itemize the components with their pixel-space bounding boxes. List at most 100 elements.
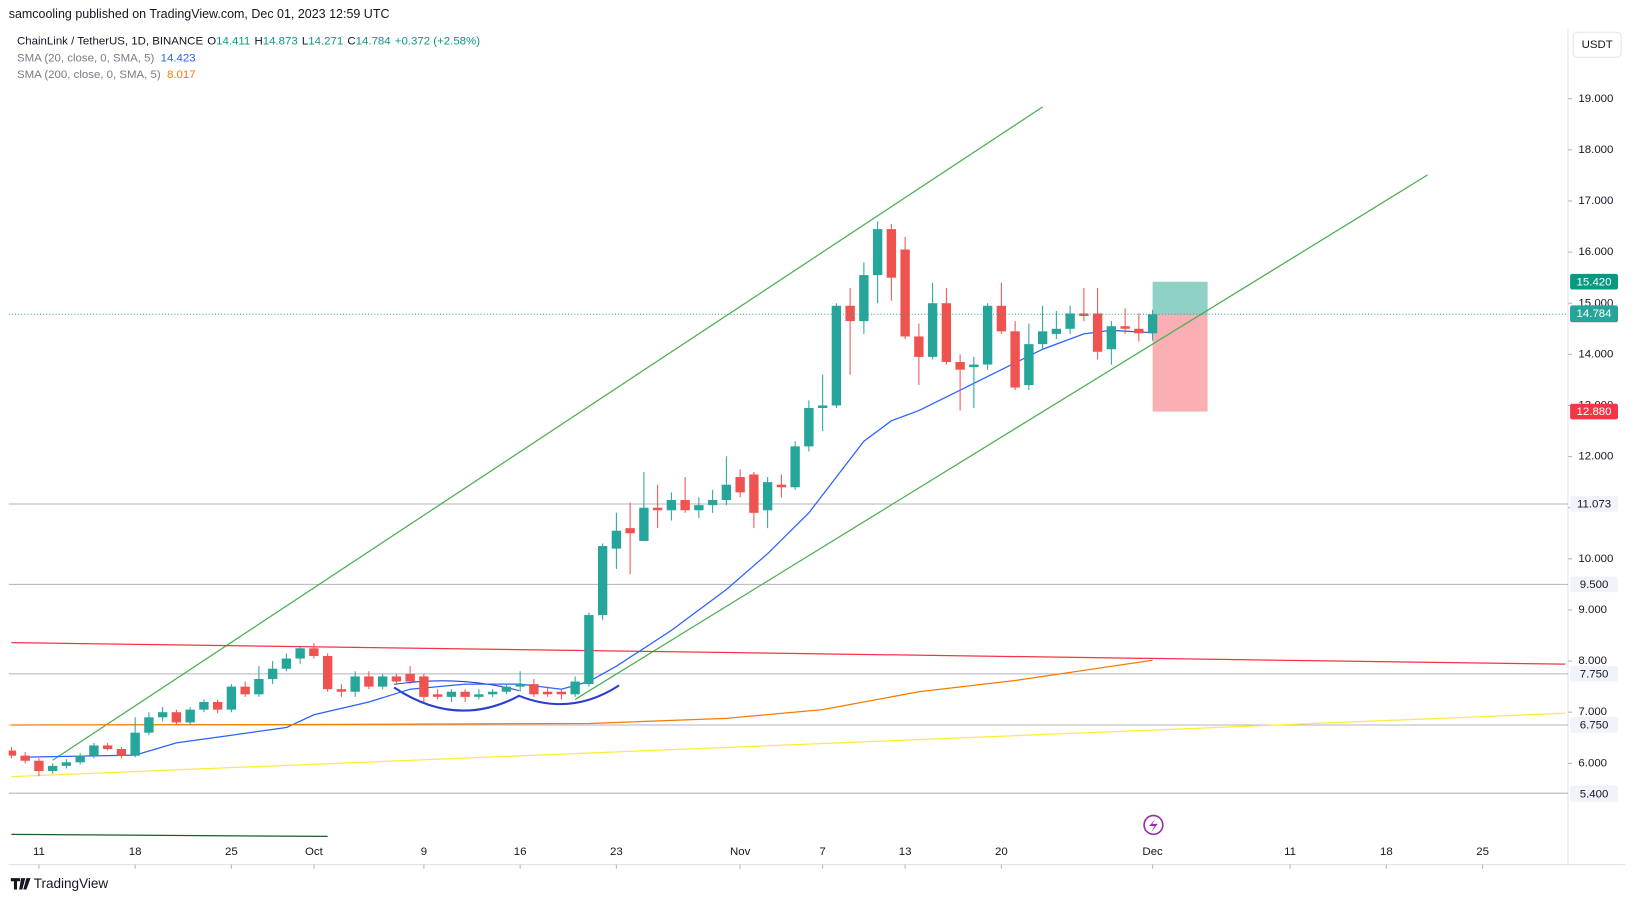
- stop-label: 12.880: [1577, 406, 1612, 418]
- candle-body: [130, 732, 140, 756]
- candle-body: [364, 676, 374, 687]
- price-line-label-box: [1570, 576, 1619, 593]
- trendline: [11, 712, 1566, 778]
- candle-body: [322, 655, 333, 690]
- candle-body: [1134, 328, 1144, 334]
- price-label: 5.400: [1580, 789, 1609, 801]
- y-tick-label: 19.000: [1578, 93, 1613, 105]
- legend-value: 14.411: [216, 36, 250, 48]
- y-tick-label: 6.000: [1578, 757, 1607, 769]
- legend-key: C: [347, 36, 355, 48]
- candle-body: [584, 615, 594, 685]
- candle-body: [625, 528, 635, 534]
- event-icon-bolt: [1149, 818, 1158, 833]
- y-tick-label: 8.000: [1578, 655, 1607, 667]
- candle-body: [515, 684, 525, 687]
- candle-body: [886, 229, 897, 278]
- candle-body: [982, 305, 993, 365]
- target-label: 15.420: [1577, 276, 1612, 288]
- candle-body: [1092, 313, 1103, 352]
- currency-label[interactable]: USDT: [1582, 39, 1613, 51]
- indicator-legend: SMA (20, close, 0, SMA, 5) 14.423: [17, 52, 196, 64]
- x-tick-label: 11: [33, 846, 45, 858]
- legend-change: +0.372 (+2.58%): [395, 36, 480, 48]
- candle-body: [652, 507, 663, 511]
- candle-body: [171, 712, 182, 723]
- currency-button[interactable]: [1572, 31, 1622, 58]
- candle-body: [790, 446, 800, 488]
- candle-body: [1120, 326, 1130, 329]
- profit-zone: [1152, 281, 1208, 315]
- loss-zone: [1152, 314, 1208, 412]
- indicator-value: 14.423: [161, 52, 196, 64]
- x-tick-label: 25: [1476, 846, 1489, 858]
- x-tick-label: Nov: [730, 846, 751, 858]
- candle-body: [804, 408, 814, 447]
- plot-pane: [8, 106, 1569, 838]
- last-price-label: 14.784: [1577, 308, 1613, 320]
- candle-body: [419, 676, 429, 697]
- y-tick-label: 12.000: [1578, 451, 1613, 463]
- x-tick-label: 18: [1380, 846, 1393, 858]
- candle-body: [1106, 326, 1117, 350]
- x-tick-label: 18: [129, 846, 142, 858]
- candle-body: [405, 673, 415, 682]
- candle-body: [336, 689, 347, 692]
- candle-body: [446, 691, 457, 697]
- candle-body: [859, 275, 869, 322]
- candle-body: [185, 709, 195, 723]
- last-price-box: [1570, 305, 1619, 322]
- candle-body: [556, 691, 567, 695]
- candle-body: [240, 686, 250, 695]
- candle-body: [639, 507, 649, 541]
- y-tick-label: 16.000: [1578, 246, 1613, 258]
- x-tick-label: 11: [1284, 846, 1296, 858]
- candle-body: [199, 701, 209, 710]
- candle-body: [1051, 328, 1062, 334]
- candle-body: [749, 474, 759, 513]
- y-tick-label: 7.000: [1578, 706, 1607, 718]
- x-tick-label: Dec: [1142, 846, 1163, 858]
- legend-key: L: [302, 36, 308, 48]
- price-line-label: 6.750: [1580, 720, 1609, 732]
- y-tick-label: 14.000: [1578, 348, 1613, 360]
- candle-body: [817, 405, 828, 409]
- candle-body: [955, 362, 965, 370]
- event-icon[interactable]: [1143, 814, 1164, 836]
- candle-body: [570, 681, 580, 695]
- y-tick-label: 10.000: [1578, 553, 1613, 565]
- candle-body: [1147, 314, 1158, 334]
- candle-body: [1024, 344, 1034, 386]
- trendline: [11, 833, 328, 838]
- indicator-legend: SMA (200, close, 0, SMA, 5) 8.017: [17, 69, 196, 81]
- price-line-label-box: [1570, 717, 1619, 733]
- candle-body: [501, 686, 512, 692]
- candle-body: [762, 482, 773, 511]
- candle-body: [61, 762, 72, 766]
- sma-line: [25, 329, 1153, 758]
- brand-name: TradingView: [34, 876, 109, 891]
- candle-body: [432, 694, 443, 697]
- candle-body: [1010, 331, 1020, 388]
- candle-body: [102, 745, 113, 750]
- candle-body: [694, 505, 704, 511]
- candle-body: [157, 712, 168, 718]
- price-label-box: [1570, 786, 1619, 802]
- price-line-label-box: [1570, 496, 1619, 512]
- candle-body: [707, 500, 718, 506]
- trendline: [52, 106, 1043, 761]
- indicator-name: SMA (20, close, 0, SMA, 5): [17, 52, 154, 64]
- candle-body: [914, 336, 924, 357]
- price-line-label-box: [1570, 666, 1619, 682]
- price-line-label: 11.073: [1577, 499, 1611, 511]
- brand-logo: [10, 878, 31, 890]
- candle-body: [350, 676, 360, 692]
- x-tick-label: 7: [819, 846, 825, 858]
- price-line-label: 7.750: [1580, 668, 1609, 680]
- y-tick-label: 9.000: [1578, 604, 1607, 616]
- candle-body: [89, 745, 99, 756]
- candle-body: [941, 303, 952, 363]
